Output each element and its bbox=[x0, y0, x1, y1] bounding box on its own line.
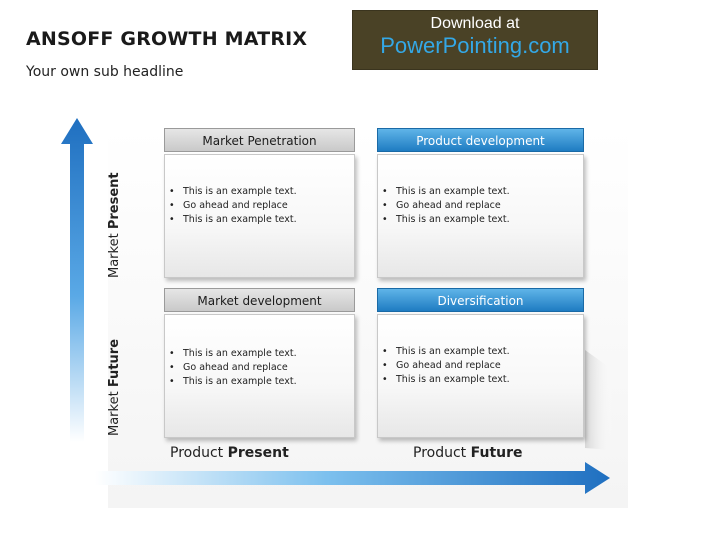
horizontal-axis-arrow bbox=[95, 462, 610, 494]
list-item: • Go ahead and replace bbox=[169, 362, 288, 373]
quadrant-header: Product development bbox=[377, 128, 584, 152]
quadrant-product-development: Product development • This is an example … bbox=[377, 128, 584, 278]
x-label-product-future: Product Future bbox=[413, 445, 523, 461]
bullet-list: • This is an example text. • Go ahead and … bbox=[169, 347, 354, 389]
list-item: • Go ahead and replace bbox=[169, 200, 288, 211]
list-item: • Go ahead and replace bbox=[382, 360, 501, 371]
y-label-market-future: Market Future bbox=[107, 338, 122, 436]
x-label-product-present: Product Present bbox=[170, 445, 289, 461]
banner-line1: Download at bbox=[430, 15, 520, 32]
list-item: • This is an example text. bbox=[382, 186, 510, 197]
download-banner[interactable]: Download at PowerPointing.com bbox=[352, 10, 598, 70]
list-item: • Go ahead and replace bbox=[382, 200, 501, 211]
list-item: • This is an example text. bbox=[382, 346, 510, 357]
quadrant-market-penetration: Market Penetration • This is an example t… bbox=[164, 128, 355, 278]
quadrant-body: • This is an example text. • Go ahead and … bbox=[377, 314, 584, 438]
quadrant-body: • This is an example text. • Go ahead and … bbox=[164, 154, 355, 278]
bullet-list: • This is an example text. • Go ahead and … bbox=[169, 185, 354, 227]
y-label-market-present: Market Present bbox=[107, 172, 122, 278]
quadrant-header: Market development bbox=[164, 288, 355, 312]
page-title: ANSOFF GROWTH MATRIX bbox=[26, 28, 308, 50]
bullet-list: • This is an example text. • Go ahead and … bbox=[382, 345, 583, 387]
list-item: • This is an example text. bbox=[382, 374, 510, 385]
list-item: • This is an example text. bbox=[169, 214, 297, 225]
reflection-wedge bbox=[585, 350, 613, 450]
quadrant-diversification: Diversification • This is an example text… bbox=[377, 288, 584, 438]
bullet-list: • This is an example text. • Go ahead and … bbox=[382, 185, 583, 227]
quadrant-body: • This is an example text. • Go ahead and … bbox=[164, 314, 355, 438]
quadrant-market-development: Market development • This is an example t… bbox=[164, 288, 355, 438]
list-item: • This is an example text. bbox=[169, 376, 297, 387]
list-item: • This is an example text. bbox=[169, 186, 297, 197]
list-item: • This is an example text. bbox=[169, 348, 297, 359]
banner-link[interactable]: PowerPointing.com bbox=[380, 33, 570, 58]
list-item: • This is an example text. bbox=[382, 214, 510, 225]
quadrant-header: Diversification bbox=[377, 288, 584, 312]
page-subtitle: Your own sub headline bbox=[26, 64, 184, 80]
quadrant-header: Market Penetration bbox=[164, 128, 355, 152]
vertical-axis-arrow bbox=[61, 118, 93, 442]
quadrant-body: • This is an example text. • Go ahead and … bbox=[377, 154, 584, 278]
